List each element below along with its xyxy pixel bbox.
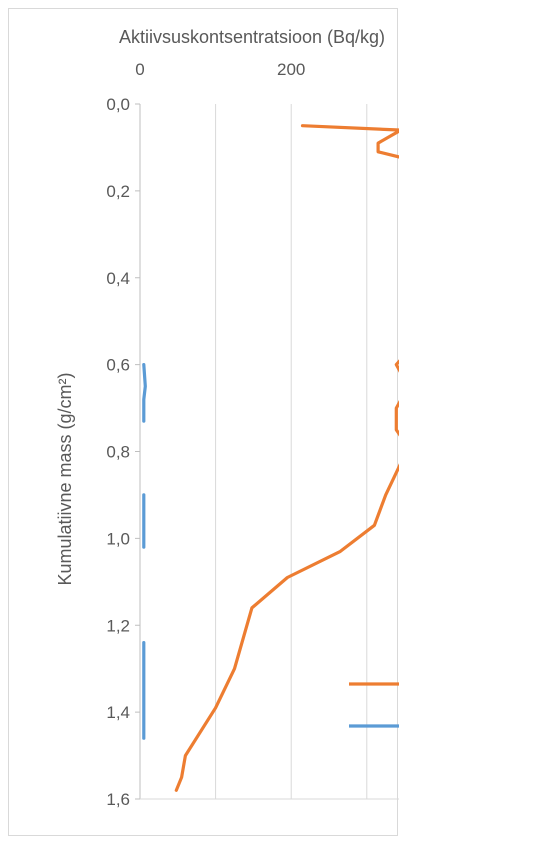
tick-layer: 0,00,20,40,60,81,01,21,41,60200400: [106, 60, 456, 809]
series-layer: [142, 124, 477, 792]
y-axis-title: Kumulatiivne mass (g/cm²): [55, 372, 75, 585]
x-tick-label: 200: [277, 60, 305, 79]
y-tick-label: 1,4: [106, 703, 130, 722]
y-tick-label: 1,0: [106, 529, 130, 548]
grid-layer: [215, 104, 519, 799]
axis-layer: [139, 104, 518, 800]
legend: Pb-210Ra-226: [349, 675, 473, 736]
chart-svg: Aktiivsuskontsentratsioon (Bq/kg) 0,0 0,2…: [55, 27, 519, 809]
series-line-pb-210: [174, 124, 477, 792]
x-axis-title: Aktiivsuskontsentratsioon (Bq/kg): [119, 27, 385, 47]
y-tick-label: 1,6: [106, 790, 130, 809]
x-tick-label: 0: [135, 60, 144, 79]
chart-frame: Aktiivsuskontsentratsioon (Bq/kg) 0,0 0,2…: [8, 8, 519, 836]
y-tick-label: 0,8: [106, 443, 130, 462]
y-tick-label: 1,2: [106, 616, 130, 635]
y-tick-label: 0,6: [106, 356, 130, 375]
y-tick-label: 0,0: [106, 95, 130, 114]
y-tick-label: 0,4: [106, 269, 130, 288]
y-tick-label: 0,2: [106, 182, 130, 201]
series-line-ra-226: [142, 363, 147, 423]
